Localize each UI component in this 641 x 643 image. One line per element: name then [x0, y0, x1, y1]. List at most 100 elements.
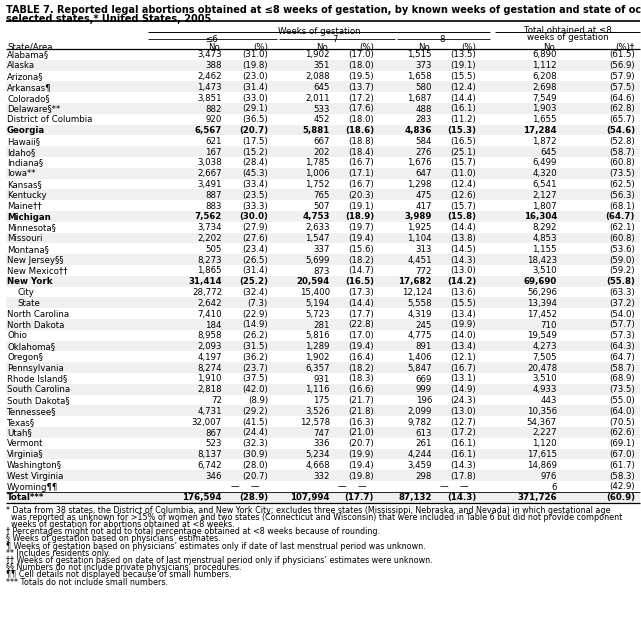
Text: 891: 891 — [415, 342, 432, 351]
Text: (17.8): (17.8) — [450, 472, 476, 481]
Text: (12.6): (12.6) — [450, 191, 476, 200]
Text: (14.0): (14.0) — [450, 331, 476, 340]
Text: Virginia§: Virginia§ — [7, 450, 44, 459]
Text: (17.0): (17.0) — [348, 331, 374, 340]
Bar — [6, 254, 640, 265]
Text: 4,319: 4,319 — [408, 310, 432, 319]
Text: Utah§: Utah§ — [7, 428, 32, 437]
Text: 488: 488 — [415, 105, 432, 114]
Text: 452: 452 — [313, 115, 330, 124]
Text: (15.5): (15.5) — [450, 299, 476, 308]
Text: (%)†: (%)† — [616, 43, 635, 52]
Text: (13.7): (13.7) — [348, 83, 374, 92]
Text: District of Columbia: District of Columbia — [7, 115, 92, 124]
Text: (%): (%) — [359, 43, 374, 52]
Text: (15.7): (15.7) — [450, 159, 476, 167]
Text: 1,785: 1,785 — [305, 159, 330, 167]
Text: 4,451: 4,451 — [408, 256, 432, 265]
Text: (13.4): (13.4) — [450, 342, 476, 351]
Text: 613: 613 — [415, 428, 432, 437]
Text: 4,273: 4,273 — [533, 342, 557, 351]
Bar — [6, 233, 640, 244]
Text: (58.7): (58.7) — [609, 148, 635, 157]
Text: Ohio: Ohio — [7, 331, 27, 340]
Text: (14.2): (14.2) — [447, 277, 476, 286]
Text: 261: 261 — [415, 439, 432, 448]
Text: (15.6): (15.6) — [348, 245, 374, 254]
Text: 16,304: 16,304 — [524, 212, 557, 221]
Text: (15.5): (15.5) — [450, 72, 476, 81]
Text: 18,423: 18,423 — [527, 256, 557, 265]
Text: §§ Numbers do not include private physicians’ procedures.: §§ Numbers do not include private physic… — [6, 563, 242, 572]
Text: weeks of gestation for abortions obtained at <8 weeks.: weeks of gestation for abortions obtaine… — [6, 520, 235, 529]
Text: (19.4): (19.4) — [348, 461, 374, 470]
Text: 2,818: 2,818 — [197, 385, 222, 394]
Text: New Mexico††: New Mexico†† — [7, 266, 67, 275]
Text: 337: 337 — [313, 245, 330, 254]
Text: 72: 72 — [211, 396, 222, 405]
Text: 56,296: 56,296 — [527, 288, 557, 297]
Text: 7,562: 7,562 — [195, 212, 222, 221]
Text: § Weeks of gestation based on physicians’ estimates.: § Weeks of gestation based on physicians… — [6, 534, 221, 543]
Text: (73.5): (73.5) — [609, 169, 635, 178]
Text: (20.7): (20.7) — [348, 439, 374, 448]
Text: 6: 6 — [551, 482, 557, 491]
Text: (57.3): (57.3) — [609, 331, 635, 340]
Text: (28.9): (28.9) — [239, 493, 268, 502]
Text: 351: 351 — [313, 61, 330, 70]
Text: 167: 167 — [206, 148, 222, 157]
Text: Idaho§: Idaho§ — [7, 148, 35, 157]
Text: (13.5): (13.5) — [450, 51, 476, 60]
Text: —: — — [231, 482, 239, 491]
Text: †† Weeks of gestation based on date of last menstrual period only if physicians’: †† Weeks of gestation based on date of l… — [6, 556, 433, 565]
Text: 1,903: 1,903 — [533, 105, 557, 114]
Text: (14.9): (14.9) — [451, 385, 476, 394]
Text: (36.5): (36.5) — [242, 115, 268, 124]
Text: *** Totals do not include small numbers.: *** Totals do not include small numbers. — [6, 577, 168, 586]
Text: (12.7): (12.7) — [450, 418, 476, 427]
Text: (32.3): (32.3) — [242, 439, 268, 448]
Text: (29.1): (29.1) — [242, 105, 268, 114]
Text: 523: 523 — [206, 439, 222, 448]
Text: 2,462: 2,462 — [197, 72, 222, 81]
Bar — [6, 470, 640, 481]
Text: (17.1): (17.1) — [348, 169, 374, 178]
Text: (67.0): (67.0) — [609, 450, 635, 459]
Text: 176,594: 176,594 — [183, 493, 222, 502]
Text: 765: 765 — [313, 191, 330, 200]
Text: 621: 621 — [206, 137, 222, 146]
Text: 12,124: 12,124 — [402, 288, 432, 297]
Text: (57.9): (57.9) — [610, 72, 635, 81]
Text: 4,668: 4,668 — [305, 461, 330, 470]
Text: 2,227: 2,227 — [533, 428, 557, 437]
Text: West Virginia: West Virginia — [7, 472, 63, 481]
Text: 245: 245 — [415, 320, 432, 329]
Text: (30.0): (30.0) — [239, 212, 268, 221]
Text: 196: 196 — [415, 396, 432, 405]
Text: (18.4): (18.4) — [348, 148, 374, 157]
Text: 2,099: 2,099 — [408, 407, 432, 416]
Text: 710: 710 — [540, 320, 557, 329]
Text: 6,499: 6,499 — [533, 159, 557, 167]
Text: ¶¶ Cell details not displayed because of small numbers.: ¶¶ Cell details not displayed because of… — [6, 570, 231, 579]
Text: 4,853: 4,853 — [533, 234, 557, 243]
Text: 332: 332 — [313, 472, 330, 481]
Text: selected states,* United States, 2005: selected states,* United States, 2005 — [6, 14, 212, 24]
Text: 371,726: 371,726 — [517, 493, 557, 502]
Text: (60.8): (60.8) — [609, 159, 635, 167]
Text: 1,687: 1,687 — [408, 94, 432, 103]
Text: Vermont: Vermont — [7, 439, 44, 448]
Text: 4,731: 4,731 — [197, 407, 222, 416]
Text: (42.0): (42.0) — [242, 385, 268, 394]
Text: New York: New York — [7, 277, 53, 286]
Text: 1,902: 1,902 — [306, 353, 330, 362]
Text: * Data from 38 states, the District of Columbia, and New York City; excludes thr: * Data from 38 states, the District of C… — [6, 505, 610, 514]
Text: 533: 533 — [313, 105, 330, 114]
Text: 8,274: 8,274 — [197, 364, 222, 373]
Text: 882: 882 — [206, 105, 222, 114]
Text: 2,127: 2,127 — [533, 191, 557, 200]
Text: 747: 747 — [313, 428, 330, 437]
Text: (23.4): (23.4) — [242, 245, 268, 254]
Text: (17.2): (17.2) — [348, 94, 374, 103]
Text: (41.5): (41.5) — [242, 418, 268, 427]
